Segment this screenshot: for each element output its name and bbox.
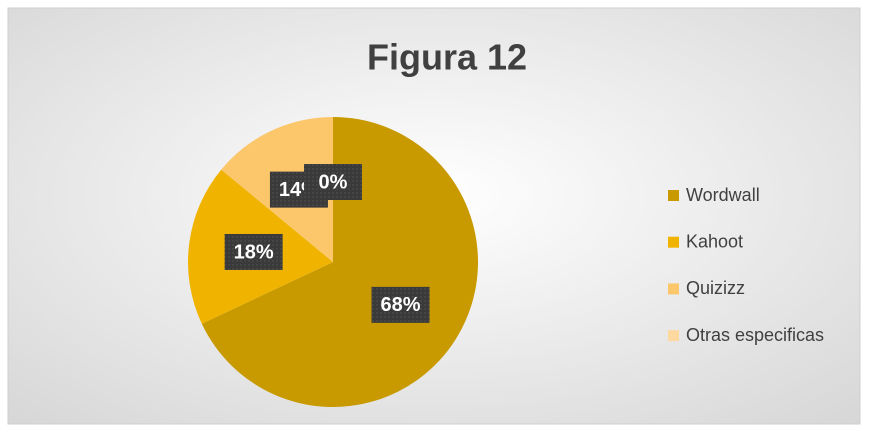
data-label-box xyxy=(224,233,283,270)
legend-swatch xyxy=(668,236,679,248)
legend-swatch xyxy=(668,330,679,342)
data-label: 18% xyxy=(234,241,274,263)
legend-swatch xyxy=(668,190,679,201)
legend-swatch xyxy=(668,283,679,295)
legend-label: Quizizz xyxy=(686,278,745,298)
data-label-box xyxy=(371,286,430,323)
pie-slice xyxy=(201,117,478,407)
data-label: 0% xyxy=(319,171,348,193)
chart-title: Figura 12 xyxy=(367,37,527,78)
legend-label: Kahoot xyxy=(686,231,743,251)
legend-label: Wordwall xyxy=(686,185,760,205)
data-label: 68% xyxy=(381,294,421,316)
legend-label: Otras especificas xyxy=(686,325,824,345)
data-label-box xyxy=(304,164,362,200)
